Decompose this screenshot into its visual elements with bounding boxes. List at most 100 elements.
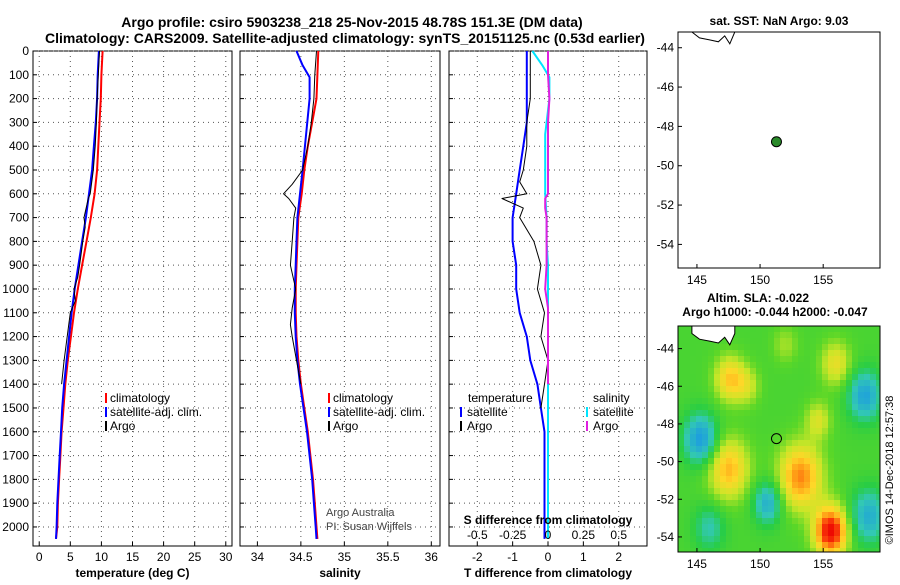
sla-heatmap-cell [702,362,709,369]
sla-heatmap-cell [804,482,811,489]
sla-heatmap-cell [804,446,811,453]
sla-heatmap-cell [858,344,865,351]
sla-heatmap-cell [798,350,805,357]
sla-heatmap-cell [852,392,859,399]
sla-heatmap-cell [678,542,685,549]
sla-heatmap-cell [708,494,715,501]
sla-heatmap-cell [780,512,787,519]
sla-heatmap-cell [876,380,881,387]
sla-heatmap-cell [876,506,881,513]
sla-heatmap-cell [738,416,745,423]
sla-heatmap-cell [786,458,793,465]
sla-heatmap-cell [780,374,787,381]
sla-heatmap-cell [696,542,703,549]
sla-heatmap-cell [756,500,763,507]
sla-heatmap-cell [684,470,691,477]
sla-heatmap-cell [840,398,847,405]
sla-heatmap-cell [678,512,685,519]
sla-heatmap-cell [702,506,709,513]
sla-heatmap-cell [858,458,865,465]
sla-heatmap-cell [786,428,793,435]
sla-heatmap-cell [744,488,751,495]
sla-heatmap-cell [684,518,691,525]
sla-heatmap-cell [804,536,811,543]
sla-heatmap-cell [708,368,715,375]
sla-heatmap-cell [762,422,769,429]
sla-heatmap-cell [684,326,691,333]
sla-heatmap-cell [870,392,877,399]
sla-heatmap-cell [798,524,805,531]
sla-heatmap-cell [822,374,829,381]
sla-heatmap-cell [780,434,787,441]
sla-heatmap-cell [774,410,781,417]
sla-heatmap-cell [768,524,775,531]
sla-heatmap-cell [684,506,691,513]
sla-heatmap-cell [768,362,775,369]
sla-heatmap-cell [846,374,853,381]
sla-heatmap-cell [708,518,715,525]
sla-heatmap-cell [696,482,703,489]
sla-heatmap-cell [792,392,799,399]
sla-heatmap-cell [822,488,829,495]
sla-heatmap-cell [732,404,739,411]
sla-heatmap-cell [858,422,865,429]
sla-heatmap-cell [834,470,841,477]
sla-heatmap-cell [816,422,823,429]
sla-heatmap-cell [702,524,709,531]
sla-heatmap-cell [774,374,781,381]
sla-heatmap-cell [702,476,709,483]
sla-heatmap-cell [846,368,853,375]
sla-heatmap-cell [720,482,727,489]
sst-map-area [677,31,881,269]
sla-heatmap-cell [840,446,847,453]
sla-heatmap-cell [768,458,775,465]
sla-heatmap-cell [828,392,835,399]
sla-heatmap-cell [678,434,685,441]
sla-heatmap-cell [864,392,871,399]
sla-heatmap-cell [810,422,817,429]
sla-heatmap-cell [816,458,823,465]
sla-heatmap-cell [768,368,775,375]
sla-heatmap-cell [690,380,697,387]
sla-heatmap-cell [786,494,793,501]
sla-heatmap-cell [786,350,793,357]
sla-heatmap-cell [726,470,733,477]
sla-heatmap-cell [756,422,763,429]
temperature-legend-label: Argo [110,419,136,433]
sla-heatmap-cell [786,392,793,399]
sla-heatmap-cell [720,386,727,393]
sla-heatmap-cell [798,464,805,471]
sla-heatmap-cell [762,350,769,357]
sla-heatmap-cell [846,500,853,507]
sla-heatmap-cell [870,398,877,405]
sla-heatmap-cell [708,398,715,405]
sla-heatmap-cell [792,422,799,429]
sla-heatmap-cell [750,464,757,471]
sla-heatmap-cell [816,404,823,411]
sla-heatmap-cell [840,482,847,489]
sla-heatmap-cell [690,422,697,429]
sla-heatmap-cell [696,422,703,429]
sla-heatmap-cell [822,362,829,369]
sla-heatmap-cell [714,494,721,501]
sla-heatmap-cell [744,350,751,357]
sla-heatmap-cell [744,440,751,447]
sla-heatmap-cell [732,386,739,393]
sla-heatmap-cell [828,416,835,423]
sla-heatmap-cell [822,536,829,543]
sla-heatmap-cell [816,440,823,447]
sla-heatmap-cell [684,404,691,411]
sla-heatmap-cell [732,398,739,405]
sla-heatmap-cell [774,386,781,393]
sla-heatmap-cell [762,524,769,531]
sla_map-xtick-label: 155 [813,557,833,571]
sla-heatmap-cell [858,386,865,393]
sla-heatmap-cell [876,446,881,453]
sla-heatmap-cell [828,350,835,357]
sla-heatmap-cell [720,518,727,525]
sla-heatmap-cell [870,326,877,333]
sla-heatmap-cell [864,398,871,405]
sla-heatmap-cell [690,476,697,483]
sla-heatmap-cell [762,482,769,489]
sla-heatmap-cell [834,386,841,393]
